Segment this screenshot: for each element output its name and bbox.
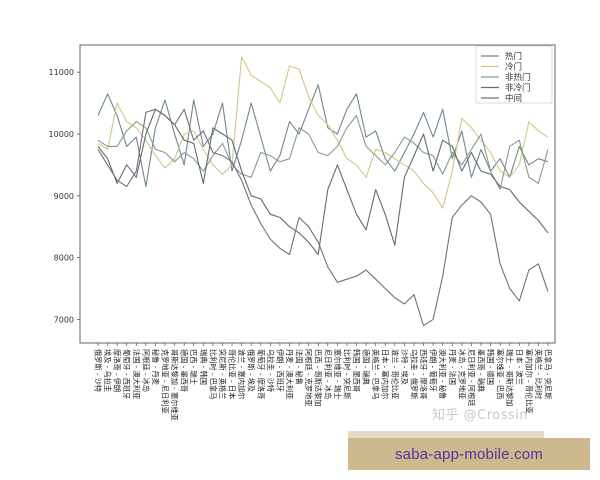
banner-link-text[interactable]: saba-app-mobile.com xyxy=(394,445,544,463)
x-tick-label: 瑞士 - 哥斯达黎加 xyxy=(505,349,514,406)
x-tick-label: 尼日利亚 - 阿根廷 xyxy=(467,349,476,406)
legend-box xyxy=(475,45,553,104)
x-tick-label: 墨西哥 - 瑞典 xyxy=(476,349,485,392)
x-tick-label: 日本 - 塞内加尔 xyxy=(381,349,390,399)
x-tick-label: 英格兰 - 比利时 xyxy=(534,349,543,399)
series-line xyxy=(97,84,549,188)
x-tick-label: 塞内加尔 - 哥伦比亚 xyxy=(524,349,533,414)
y-tick-label: 8000 xyxy=(54,254,74,263)
x-tick-label: 巴西 - 哥斯达黎加 xyxy=(314,349,323,406)
y-axis-ticks: 7000 8000 9000 10000 11000 xyxy=(49,68,80,324)
x-tick-label: 韩国 - 德国 xyxy=(486,349,495,385)
x-tick-label: 德国 - 墨西哥 xyxy=(180,349,189,392)
x-tick-label: 塞尔维亚 - 巴西 xyxy=(496,349,505,399)
legend-label: 中间 xyxy=(505,93,522,104)
series-lines xyxy=(97,56,549,327)
x-tick-label: 日本 - 波兰 xyxy=(515,349,524,385)
x-tick-label: 秘鲁 - 丹麦 xyxy=(151,349,160,385)
x-tick-label: 乌拉圭 - 沙特 xyxy=(266,349,275,392)
banner-strip xyxy=(348,431,544,439)
x-tick-label: 韩国 - 墨西哥 xyxy=(352,349,361,392)
x-axis-ticks: 俄罗斯 - 沙特 埃及 - 乌拉圭 摩洛哥 - 伊朗 葡萄牙 - 西班牙 法国 - 澳大… xyxy=(94,343,553,421)
x-tick-label: 伊朗 - 西班牙 xyxy=(275,349,284,392)
legend-label: 热门 xyxy=(505,51,522,62)
x-tick-label: 阿根廷 - 冰岛 xyxy=(141,349,150,392)
series-line xyxy=(97,108,549,327)
x-tick-label: 比利时 - 突尼斯 xyxy=(342,349,351,399)
x-tick-label: 乌拉圭 - 俄罗斯 xyxy=(409,349,418,399)
x-tick-label: 丹麦 - 澳大利亚 xyxy=(285,349,294,399)
legend-label: 非热门 xyxy=(505,72,531,83)
x-tick-label: 澳大利亚 - 秘鲁 xyxy=(438,349,447,399)
y-tick-label: 7000 xyxy=(54,315,74,324)
x-tick-label: 阿根廷 - 克罗地亚 xyxy=(304,349,313,406)
x-tick-label: 波兰 - 塞内加尔 xyxy=(237,349,246,399)
x-tick-label: 比利时 - 巴拿马 xyxy=(208,349,217,399)
x-tick-label: 丹麦 - 法国 xyxy=(448,349,457,385)
x-tick-label: 瑞典 - 韩国 xyxy=(199,349,208,385)
legend-label: 非冷门 xyxy=(505,83,531,94)
x-tick-label: 俄罗斯 - 埃及 xyxy=(247,349,256,392)
x-tick-label: 葡萄牙 - 西班牙 xyxy=(122,349,131,399)
x-tick-label: 尼日利亚 - 冰岛 xyxy=(323,349,332,399)
x-tick-label: 法国 - 秘鲁 xyxy=(295,349,304,385)
x-tick-label: 克罗地亚 - 尼日利亚 xyxy=(161,349,170,414)
x-tick-label: 俄罗斯 - 沙特 xyxy=(94,349,103,392)
series-line xyxy=(97,114,549,191)
x-tick-label: 伊朗 - 葡萄牙 xyxy=(429,349,438,392)
x-tick-label: 法国 - 澳大利亚 xyxy=(132,349,141,399)
x-tick-label: 葡萄牙 - 摩洛哥 xyxy=(256,349,265,399)
watermark: 知乎 @Crossin xyxy=(432,408,529,423)
x-tick-label: 波兰 - 哥伦比亚 xyxy=(390,349,399,399)
x-tick-label: 冰岛 - 克罗地亚 xyxy=(457,349,466,399)
x-tick-label: 德国 - 瑞典 xyxy=(362,349,371,385)
x-tick-label: 埃及 - 乌拉圭 xyxy=(103,349,112,392)
x-tick-label: 巴拿马 - 突尼斯 xyxy=(544,349,553,399)
x-tick-label: 巴西 - 瑞士 xyxy=(189,349,198,385)
x-tick-label: 摩洛哥 - 伊朗 xyxy=(113,349,122,392)
y-tick-label: 10000 xyxy=(49,130,74,139)
x-tick-label: 哥斯达黎加 - 塞尔维亚 xyxy=(170,349,179,421)
x-tick-label: 英格兰 - 巴拿马 xyxy=(371,349,380,399)
y-tick-label: 9000 xyxy=(54,192,74,201)
x-tick-label: 西班牙 - 摩洛哥 xyxy=(419,349,428,399)
x-tick-label: 塞尔维亚 - 瑞士 xyxy=(333,349,342,399)
x-tick-label: 沙特 - 埃及 xyxy=(400,349,409,385)
x-tick-label: 突尼斯 - 英格兰 xyxy=(218,349,227,399)
legend-label: 冷门 xyxy=(505,62,522,73)
ad-banner[interactable]: saba-app-mobile.com xyxy=(348,438,590,470)
y-tick-label: 11000 xyxy=(49,68,74,77)
x-tick-label: 哥伦比亚 - 日本 xyxy=(228,349,237,399)
